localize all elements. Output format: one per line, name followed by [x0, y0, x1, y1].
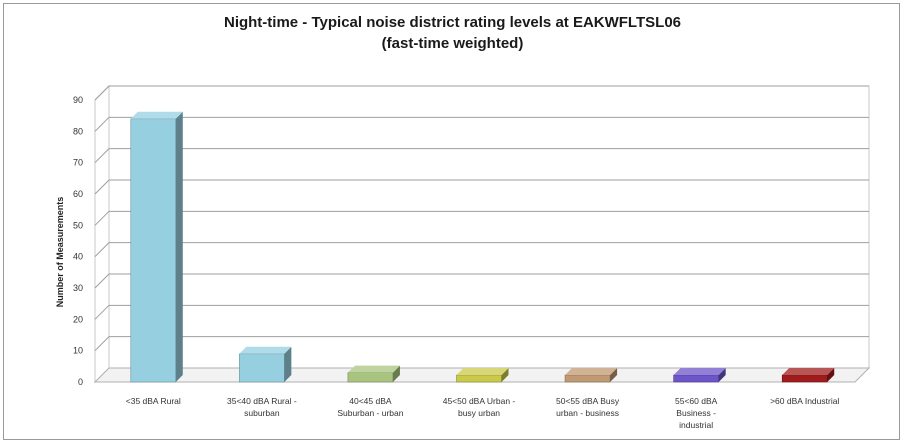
x-category-label: 45<50 dBA Urban -busy urban [443, 396, 516, 418]
bar-front [673, 374, 719, 383]
bar-front [781, 374, 828, 383]
bar-top [565, 368, 618, 375]
x-category-label: <35 dBA Rural [126, 396, 181, 406]
y-tick-label: 70 [73, 158, 83, 168]
gridline [94, 179, 869, 195]
gridlines [94, 85, 869, 352]
bar-top [130, 111, 183, 119]
bar-top [456, 368, 509, 375]
y-tick-label: 20 [73, 314, 83, 324]
x-category-label: 55<60 dBA Business -industrial [675, 396, 718, 430]
bar-side [718, 368, 726, 382]
bar-top [347, 365, 400, 373]
bar-side [392, 365, 400, 382]
gridline [94, 336, 869, 352]
bar [347, 365, 400, 383]
bar-top [239, 346, 292, 354]
y-axis-label: Number of Measurements [55, 197, 65, 308]
y-tick-label: 50 [73, 220, 83, 230]
bar-front [456, 374, 502, 383]
bar [130, 111, 183, 383]
gridline [94, 242, 869, 258]
gridline [94, 85, 869, 101]
y-tick-label: 60 [73, 189, 83, 199]
bar-front [564, 374, 611, 383]
gridline [94, 304, 869, 320]
gridline [94, 273, 869, 289]
y-tick-label: 90 [73, 95, 83, 105]
bar [781, 368, 835, 383]
bar [673, 368, 726, 383]
bar [564, 368, 618, 383]
chart-title-line-1: Night-time - Typical noise district rati… [223, 14, 682, 31]
bar-side [610, 368, 618, 382]
bar-side [284, 346, 292, 382]
gridline [94, 116, 869, 132]
bar-top [782, 368, 835, 375]
bar-side [827, 368, 835, 382]
x-category-label: 40<45 dBA Suburban - urban [337, 396, 403, 418]
y-tick-label: 80 [73, 126, 83, 136]
gridline [94, 210, 869, 226]
x-category-label: >60 dBA Industrial [770, 396, 839, 406]
side-wall [94, 84, 110, 384]
bar-front [130, 118, 177, 383]
bars [130, 111, 835, 383]
bar-front [239, 353, 285, 383]
y-tick-label: 0 [78, 377, 83, 387]
bar-side [501, 368, 509, 382]
x-axis-categories: <35 dBA Rural 35<40 dBA Rural -suburban 40… [126, 396, 840, 430]
x-category-label: 35<40 dBA Rural -suburban [227, 396, 297, 418]
chart-title: Night-time - Typical noise district rati… [0, 12, 905, 54]
back-wall [108, 85, 870, 369]
bar [456, 368, 509, 383]
y-tick-label: 30 [73, 283, 83, 293]
y-tick-label: 10 [73, 346, 83, 356]
bar-side [175, 111, 183, 383]
plot-walls [93, 84, 871, 384]
y-tick-label: 40 [73, 252, 83, 262]
bar-front [347, 372, 394, 383]
gridline [94, 148, 869, 164]
bar [239, 346, 292, 383]
chart-title-line-2: (fast-time weighted) [381, 35, 524, 52]
y-axis-ticks: 0 10 20 30 40 50 60 70 80 90 [73, 95, 83, 387]
x-category-label: 50<55 dBA Busy urban - business [556, 396, 620, 418]
bar-top [673, 368, 726, 375]
